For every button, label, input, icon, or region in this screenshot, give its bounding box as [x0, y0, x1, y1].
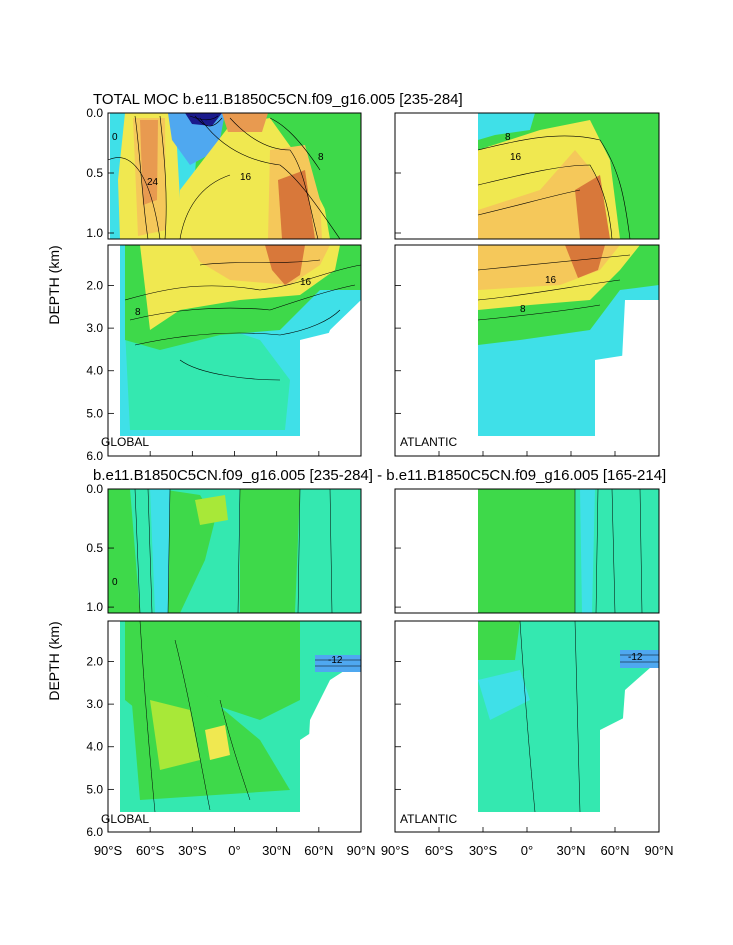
y-tick-label: 0.0 — [86, 106, 103, 120]
contour-label: 24 — [147, 177, 159, 188]
y-tick-label: 3.0 — [86, 697, 103, 711]
land-right — [300, 325, 361, 456]
basin-label-atlantic: ATLANTIC — [400, 812, 457, 826]
y-tick-label: 0.5 — [86, 541, 103, 555]
basin-label-atlantic: ATLANTIC — [400, 435, 457, 449]
atlantic-orange-cell — [478, 150, 610, 239]
x-tick-label: 60°N — [600, 843, 629, 858]
land-mask — [108, 113, 110, 239]
contour-labels: 0 24 16 8 16 8 16 8 8 16 0 -12 -12 — [112, 132, 643, 666]
y-tick-label: 1.0 — [86, 226, 103, 240]
x-tick-label: 0° — [521, 843, 533, 858]
x-tick-label: 30°N — [262, 843, 291, 858]
x-tick-label: 90°S — [381, 843, 410, 858]
x-tick-label: 30°N — [556, 843, 585, 858]
contour-label: 8 — [318, 152, 324, 163]
global-diff-upper-panel — [108, 489, 361, 613]
x-tick-label: 90°N — [346, 843, 375, 858]
y-tick-label: 4.0 — [86, 740, 103, 754]
x-tick-label: 30°S — [469, 843, 498, 858]
contour-label: -12 — [328, 655, 343, 666]
global-total-upper-frame — [107, 112, 362, 240]
axes: 0.0 0.5 1.0 0.0 0.5 1.0 2.0 3.0 4.0 5.0 6.0 2.0 3.0 4… — [86, 106, 673, 858]
contour-label: 16 — [510, 152, 522, 163]
contour-label: 16 — [240, 172, 252, 183]
contour-label: 8 — [135, 307, 141, 318]
global-total-upper-panel — [108, 113, 361, 239]
x-tick-label: 0° — [228, 843, 240, 858]
x-tick-label: 30°S — [178, 843, 207, 858]
contour-label: 0 — [112, 132, 118, 143]
global-diff-lower-panel — [108, 621, 361, 832]
global-diff-upper-frame — [107, 488, 362, 614]
y-tick-label: 0.5 — [86, 166, 103, 180]
atlantic-diff-lower-panel — [395, 621, 659, 832]
y-tick-label: 4.0 — [86, 364, 103, 378]
total-moc-title: TOTAL MOC b.e11.B1850C5CN.f09_g16.005 [2… — [93, 91, 463, 108]
atlantic-total-lower-panel — [395, 245, 659, 456]
atlantic-diff-upper-panel — [395, 489, 659, 613]
x-tick-label: 90°S — [94, 843, 123, 858]
land-bottom-left — [108, 436, 125, 456]
x-tick-label: 60°S — [425, 843, 454, 858]
global-total-lower-panel — [108, 245, 361, 456]
x-tick-label: 60°N — [304, 843, 333, 858]
atlantic-surface-cyan — [478, 113, 535, 140]
y-tick-label: 5.0 — [86, 782, 103, 796]
arctic-green-cell — [318, 113, 361, 239]
contour-label: -12 — [628, 652, 643, 663]
y-tick-label: 0.0 — [86, 482, 103, 496]
atlantic-total-upper-frame — [394, 112, 660, 240]
y-tick-label: 2.0 — [86, 278, 103, 292]
y-tick-label: 5.0 — [86, 406, 103, 420]
contour-label: 8 — [505, 132, 511, 143]
difference-title: b.e11.B1850C5CN.f09_g16.005 [235-284] - … — [93, 467, 666, 484]
equatorial-orange-cell — [222, 113, 268, 132]
basin-label-global: GLOBAL — [101, 812, 149, 826]
y-tick-label: 1.0 — [86, 600, 103, 614]
y-axis-label-bottom: DEPTH (km) — [46, 621, 62, 700]
x-tick-label: 90°N — [644, 843, 673, 858]
contour-label: 0 — [112, 577, 118, 588]
contour-label: 16 — [300, 277, 312, 288]
y-tick-label: 3.0 — [86, 321, 103, 335]
atlantic-max-cell — [575, 175, 610, 239]
atlantic-total-upper-panel — [395, 113, 659, 239]
x-tick-label: 60°S — [136, 843, 165, 858]
y-tick-label: 2.0 — [86, 654, 103, 668]
southern-max-cell — [140, 120, 158, 205]
y-tick-label: 6.0 — [86, 825, 103, 839]
contour-label: 8 — [520, 304, 526, 315]
y-tick-label: 6.0 — [86, 449, 103, 463]
mid-max-cell — [265, 245, 305, 285]
atlantic-diff-upper-frame — [394, 488, 660, 614]
y-axis-label-top: DEPTH (km) — [46, 245, 62, 324]
basin-label-global: GLOBAL — [101, 435, 149, 449]
contour-label: 16 — [545, 275, 557, 286]
